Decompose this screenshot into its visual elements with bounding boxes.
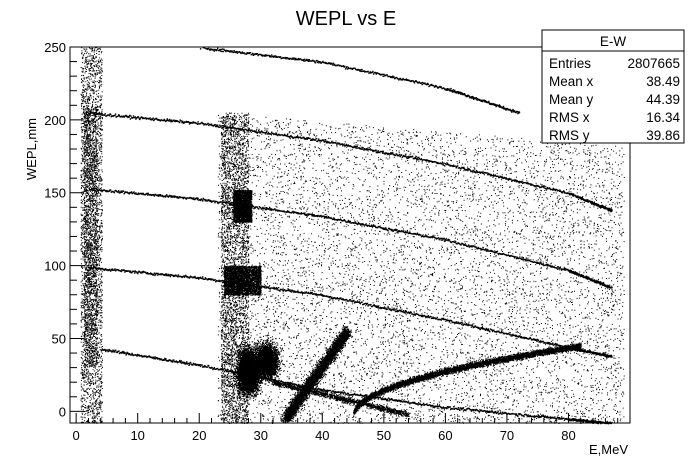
y-tick-label: 250 xyxy=(44,40,66,55)
y-axis-label: WEPL,mm xyxy=(24,118,39,180)
stats-rms-x-value: 16.34 xyxy=(646,110,680,125)
y-tick-label: 0 xyxy=(59,404,66,419)
x-tick-label: 0 xyxy=(73,428,80,443)
x-tick-label: 40 xyxy=(315,428,329,443)
plot-area xyxy=(70,47,630,425)
x-tick-label: 60 xyxy=(438,428,452,443)
y-axis: 0 50 100 150 200 250 xyxy=(44,40,84,419)
y-tick-label: 50 xyxy=(52,331,66,346)
stats-mean-x-value: 38.49 xyxy=(646,74,680,89)
stats-entries-value: 2807665 xyxy=(627,56,680,71)
stats-mean-y-label: Mean y xyxy=(549,92,594,107)
x-tick-label: 70 xyxy=(500,428,514,443)
y-tick-label: 200 xyxy=(44,113,66,128)
stats-box-frame xyxy=(541,29,685,144)
y-tick-label: 150 xyxy=(44,186,66,201)
x-tick-label: 30 xyxy=(254,428,268,443)
y-tick-label: 100 xyxy=(44,259,66,274)
stats-box: E-W Entries 2807665 Mean x 38.49 Mean y … xyxy=(541,29,685,144)
stats-entries-label: Entries xyxy=(549,56,591,71)
stats-rms-y-label: RMS y xyxy=(549,128,590,143)
x-tick-label: 80 xyxy=(561,428,575,443)
stats-box-name: E-W xyxy=(600,34,627,49)
x-axis-label: E,MeV xyxy=(589,442,628,457)
stats-mean-x-label: Mean x xyxy=(549,74,594,89)
x-tick-label: 10 xyxy=(130,428,144,443)
chart-title: WEPL vs E xyxy=(296,8,396,30)
plot-frame xyxy=(69,46,631,424)
x-tick-label: 20 xyxy=(192,428,206,443)
scatter-density xyxy=(80,47,625,424)
stats-mean-y-value: 44.39 xyxy=(646,92,680,107)
x-tick-label: 50 xyxy=(377,428,391,443)
stats-rms-y-value: 39.86 xyxy=(646,128,680,143)
density-points xyxy=(80,47,625,424)
stats-rms-x-label: RMS x xyxy=(549,110,590,125)
x-axis: 0 10 20 30 40 50 60 70 80 xyxy=(73,413,619,443)
